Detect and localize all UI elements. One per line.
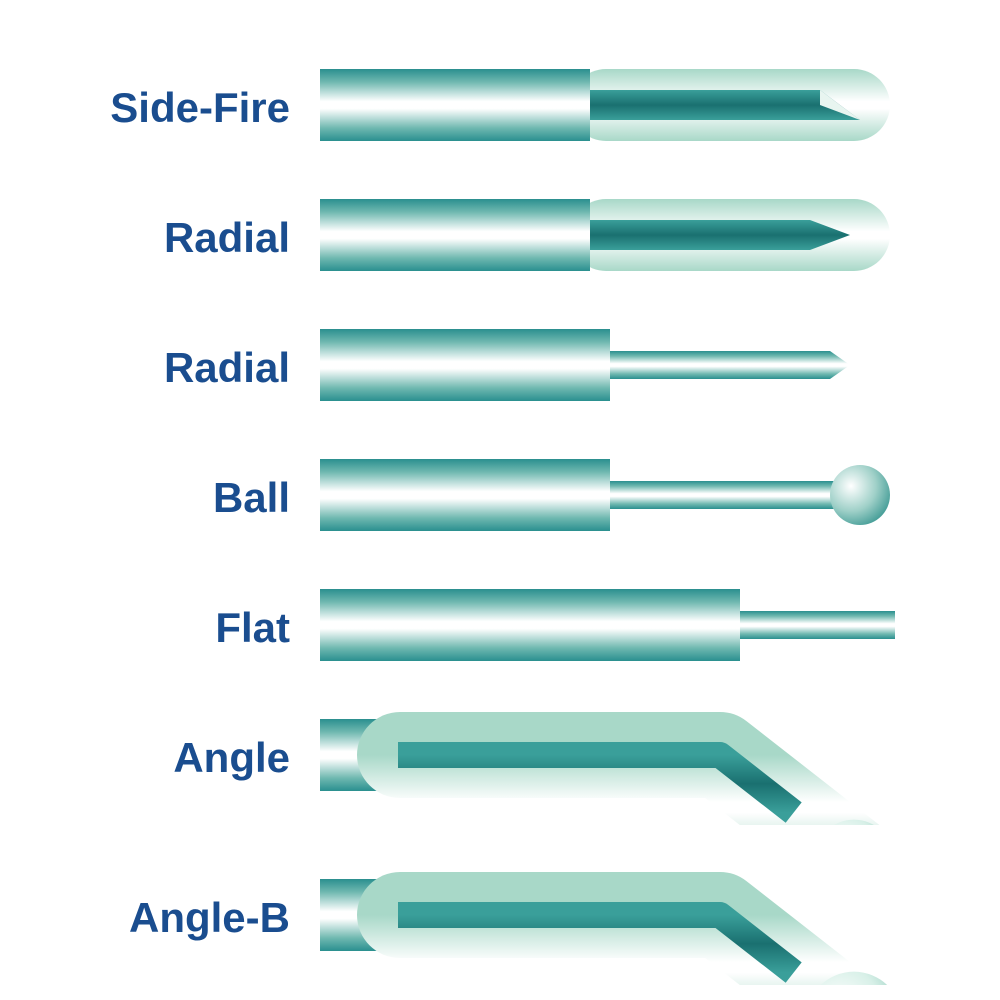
tip-label: Side-Fire — [0, 84, 320, 132]
tip-label: Radial — [0, 344, 320, 392]
tip-row-ball: Ball — [0, 425, 1000, 570]
tip-label: Angle — [0, 734, 320, 782]
tip-row-angle-b: Angle-B — [0, 845, 1000, 990]
tip-row-radial-thin: Radial — [0, 295, 1000, 440]
tip-diagram-ball — [320, 425, 1000, 570]
tip-diagram-flat — [320, 555, 1000, 700]
tip-row-side-fire: Side-Fire — [0, 35, 1000, 180]
tip-label: Ball — [0, 474, 320, 522]
tip-label: Angle-B — [0, 894, 320, 942]
tip-label: Radial — [0, 214, 320, 262]
tip-diagram-radial-cap — [320, 165, 1000, 310]
tip-diagram-angle-b — [320, 845, 1000, 990]
tip-diagram-angle — [320, 685, 1000, 830]
tip-row-radial-cap: Radial — [0, 165, 1000, 310]
tip-diagram-radial-thin — [320, 295, 1000, 440]
tip-row-flat: Flat — [0, 555, 1000, 700]
tip-diagram-side-fire — [320, 35, 1000, 180]
tip-row-angle: Angle — [0, 685, 1000, 830]
tip-label: Flat — [0, 604, 320, 652]
